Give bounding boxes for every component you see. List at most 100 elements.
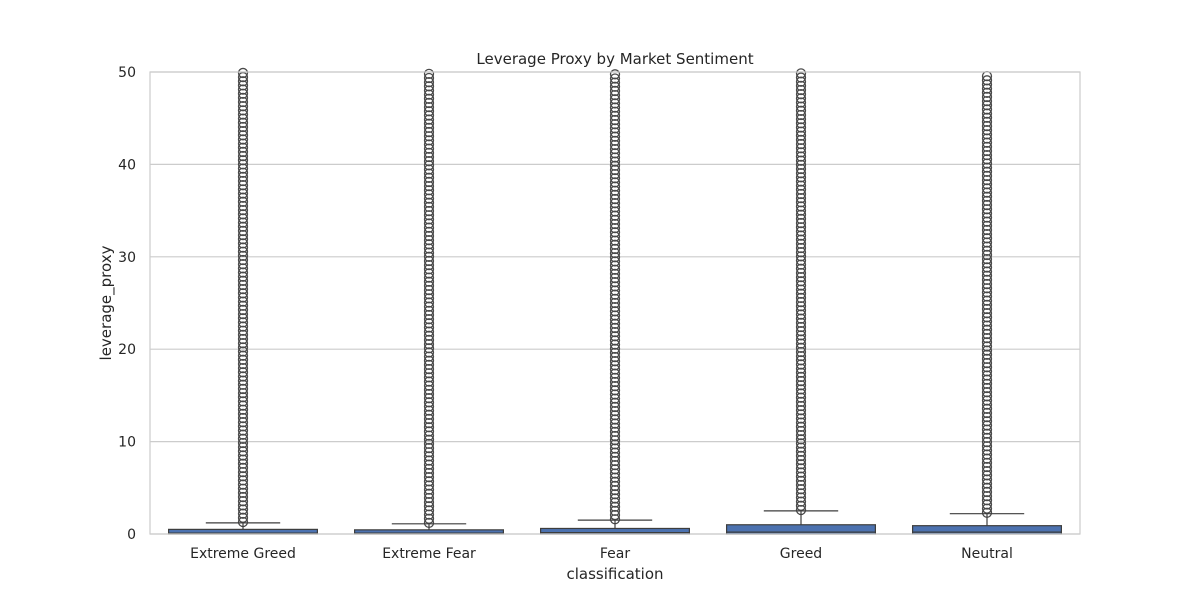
outlier-point [609,426,621,438]
outlier-point [609,281,621,292]
outlier-point [423,380,435,391]
outlier-point [237,329,249,341]
outlier-point [981,158,993,169]
outlier-point [981,291,993,302]
outlier-point [423,118,435,129]
outlier-point [609,206,621,217]
outlier-point [423,451,435,462]
outlier-point [609,435,621,446]
outlier-point [237,242,249,253]
outlier-point [981,345,993,356]
outlier-point [423,189,435,200]
outlier-point [423,363,435,375]
outlier-point [237,271,249,282]
outlier-point [237,483,249,494]
outlier-point [981,137,993,148]
outlier-point [981,104,993,115]
outlier-point [981,253,993,265]
y-tick-label: 10 [118,435,136,451]
outlier-point [423,426,435,437]
outlier-point [795,446,807,457]
outlier-point [423,347,435,358]
outlier-point [423,293,435,304]
outlier-point [423,368,435,379]
outlier-point [237,134,249,145]
outlier-point [795,484,807,495]
outlier-point [981,349,993,360]
outlier-point [237,217,249,228]
outlier-point [981,466,993,477]
outlier-point [981,199,993,211]
outlier-point [795,305,807,316]
outlier-point [795,375,807,387]
outlier-point [981,116,993,128]
outlier-point [609,289,621,300]
outlier-point [609,181,621,192]
outlier-point [237,491,249,503]
outlier-point [237,155,249,166]
outlier-point [237,113,249,124]
outlier-point [795,292,807,304]
outlier-point [609,397,621,408]
outlier-point [423,89,435,100]
outlier-point [423,135,435,146]
outlier-point [237,412,249,424]
outlier-point [237,508,249,519]
outlier-point [795,84,807,96]
outlier-point [609,480,621,492]
outlier-point [795,76,807,87]
outlier-point [981,237,993,248]
outlier-point [237,80,249,91]
outlier-point [795,176,807,187]
outlier-point [423,409,435,420]
outlier-point [609,368,621,379]
outlier-point [981,312,993,323]
outlier-point [423,97,435,109]
outlier-point [237,184,249,195]
outlier-point [795,267,807,279]
outlier-point [981,204,993,215]
outlier-point [795,409,807,420]
outlier-point [981,374,993,385]
outlier-point [609,418,621,429]
outlier-point [237,125,249,137]
outlier-point [795,301,807,312]
outlier-point [795,138,807,150]
outlier-point [609,131,621,142]
outlier-point [981,233,993,244]
outlier-point [423,309,435,321]
outlier-point [237,221,249,232]
outlier-point [609,164,621,176]
outlier-point [237,475,249,486]
outlier-point [609,114,621,126]
outlier-point [795,284,807,295]
outlier-point [795,255,807,266]
outlier-point [795,371,807,383]
x-tick-label: Extreme Greed [190,546,296,562]
outlier-point [981,416,993,427]
outlier-point [795,188,807,200]
outlier-point [981,303,993,315]
outlier-point [609,443,621,454]
outlier-point [423,131,435,142]
outlier-point [981,150,993,161]
outlier-point [609,94,621,105]
outlier-point [423,122,435,134]
outlier-point [237,142,249,153]
outlier-point [795,288,807,299]
outlier-point [795,105,807,116]
outlier-point [795,197,807,208]
outlier-point [423,272,435,283]
outlier-point [609,247,621,259]
outlier-point [609,410,621,421]
outlier-point [795,471,807,482]
outlier-point [423,151,435,163]
outlier-point [609,381,621,392]
outlier-point [423,405,435,416]
outlier-point [609,497,621,508]
box-extreme-greed [168,67,319,535]
outlier-point [237,101,249,112]
outlier-point [609,414,621,425]
outlier-point [795,217,807,229]
outlier-point [981,266,993,277]
